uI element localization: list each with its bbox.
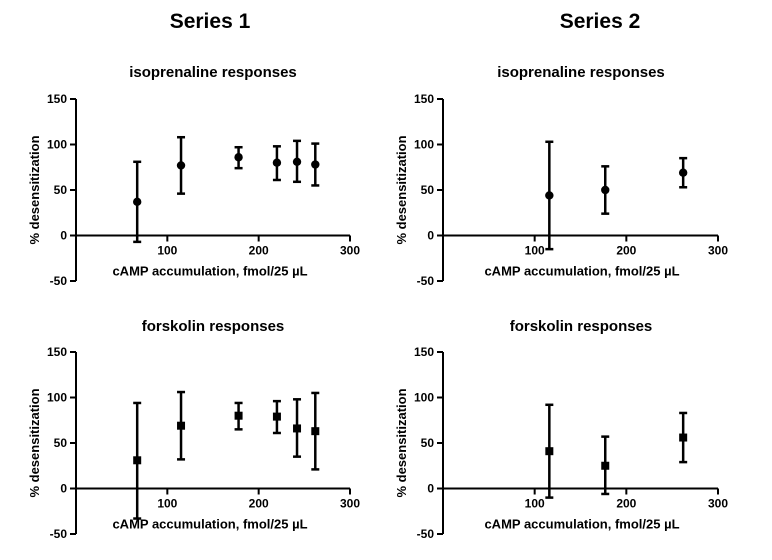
y-tick-label: 50 [421, 436, 435, 450]
x-tick-label: 100 [525, 497, 545, 511]
data-point-square [311, 427, 320, 436]
x-tick-label: 100 [157, 244, 177, 258]
data-point-circle [132, 197, 142, 207]
data-point-circle [545, 191, 554, 200]
x-tick-label: 200 [616, 497, 636, 511]
x-axis-label: cAMP accumulation, fmol/25 µL [112, 264, 307, 279]
x-tick-label: 300 [708, 497, 728, 511]
chart-panel-s1-fsk: forskolin responses -50 0 50 100 150 100 200 300… [27, 318, 360, 541]
chart-panel-s1-iso: isoprenaline responses -50 0 50 100 150 100 200… [27, 64, 360, 288]
y-tick-label: -50 [50, 527, 68, 541]
y-tick-label: -50 [417, 274, 435, 288]
data-point-square [272, 412, 281, 421]
y-tick-label: 0 [60, 229, 67, 243]
x-tick-label: 300 [340, 497, 360, 511]
x-tick-label: 100 [157, 497, 177, 511]
y-tick-label: 100 [414, 391, 434, 405]
x-axis-label: cAMP accumulation, fmol/25 µL [112, 517, 307, 532]
y-tick-label: -50 [50, 274, 68, 288]
data-point-square [601, 461, 610, 470]
y-tick-label: 0 [427, 482, 434, 496]
data-point-circle [272, 158, 282, 167]
x-tick-label: 200 [249, 497, 269, 511]
data-point-circle [678, 168, 688, 177]
x-axis-label: cAMP accumulation, fmol/25 µL [484, 264, 679, 279]
y-tick-label: 100 [47, 138, 67, 152]
y-tick-label: 150 [47, 345, 67, 359]
y-tick-label: 100 [414, 138, 434, 152]
data-point-circle [292, 157, 302, 166]
y-tick-label: 50 [421, 183, 435, 197]
chart-title: isoprenaline responses [497, 64, 665, 81]
y-axis-label: % desensitization [27, 388, 42, 497]
x-tick-label: 200 [616, 244, 636, 258]
y-axis-label: % desensitization [27, 135, 42, 244]
data-point-square [177, 421, 186, 430]
data-point-square [679, 433, 688, 442]
chart-title: forskolin responses [510, 318, 653, 335]
y-tick-label: 0 [427, 229, 434, 243]
data-point-circle [601, 185, 610, 195]
data-point-circle [311, 160, 320, 169]
data-point-square [545, 447, 554, 456]
y-tick-label: 150 [414, 92, 434, 106]
series-2-heading: Series 2 [559, 10, 641, 33]
chart-panel-s2-fsk: forskolin responses -50 0 50 100 150 100 200 300… [394, 318, 728, 541]
y-tick-label: 50 [54, 183, 68, 197]
y-tick-label: 50 [54, 436, 68, 450]
data-point-square [234, 411, 243, 420]
data-point-circle [234, 153, 243, 162]
x-tick-label: 200 [249, 244, 269, 258]
y-tick-label: 150 [414, 345, 434, 359]
y-tick-label: 100 [47, 391, 67, 405]
y-tick-label: -50 [417, 527, 435, 541]
chart-title: forskolin responses [142, 318, 285, 335]
y-tick-label: 150 [47, 92, 67, 106]
x-tick-label: 100 [525, 244, 545, 258]
data-point-circle [176, 161, 186, 170]
x-tick-label: 300 [708, 244, 728, 258]
series-1-heading: Series 1 [169, 10, 251, 33]
y-axis-label: % desensitization [394, 135, 409, 244]
x-axis-label: cAMP accumulation, fmol/25 µL [484, 517, 679, 532]
y-axis-label: % desensitization [394, 388, 409, 497]
chart-title: isoprenaline responses [129, 64, 297, 81]
data-point-square [293, 424, 302, 433]
data-point-square [133, 456, 142, 465]
x-tick-label: 300 [340, 244, 360, 258]
y-tick-label: 0 [60, 482, 67, 496]
chart-panel-s2-iso: isoprenaline responses -50 0 50 100 150 100 200… [394, 64, 728, 288]
